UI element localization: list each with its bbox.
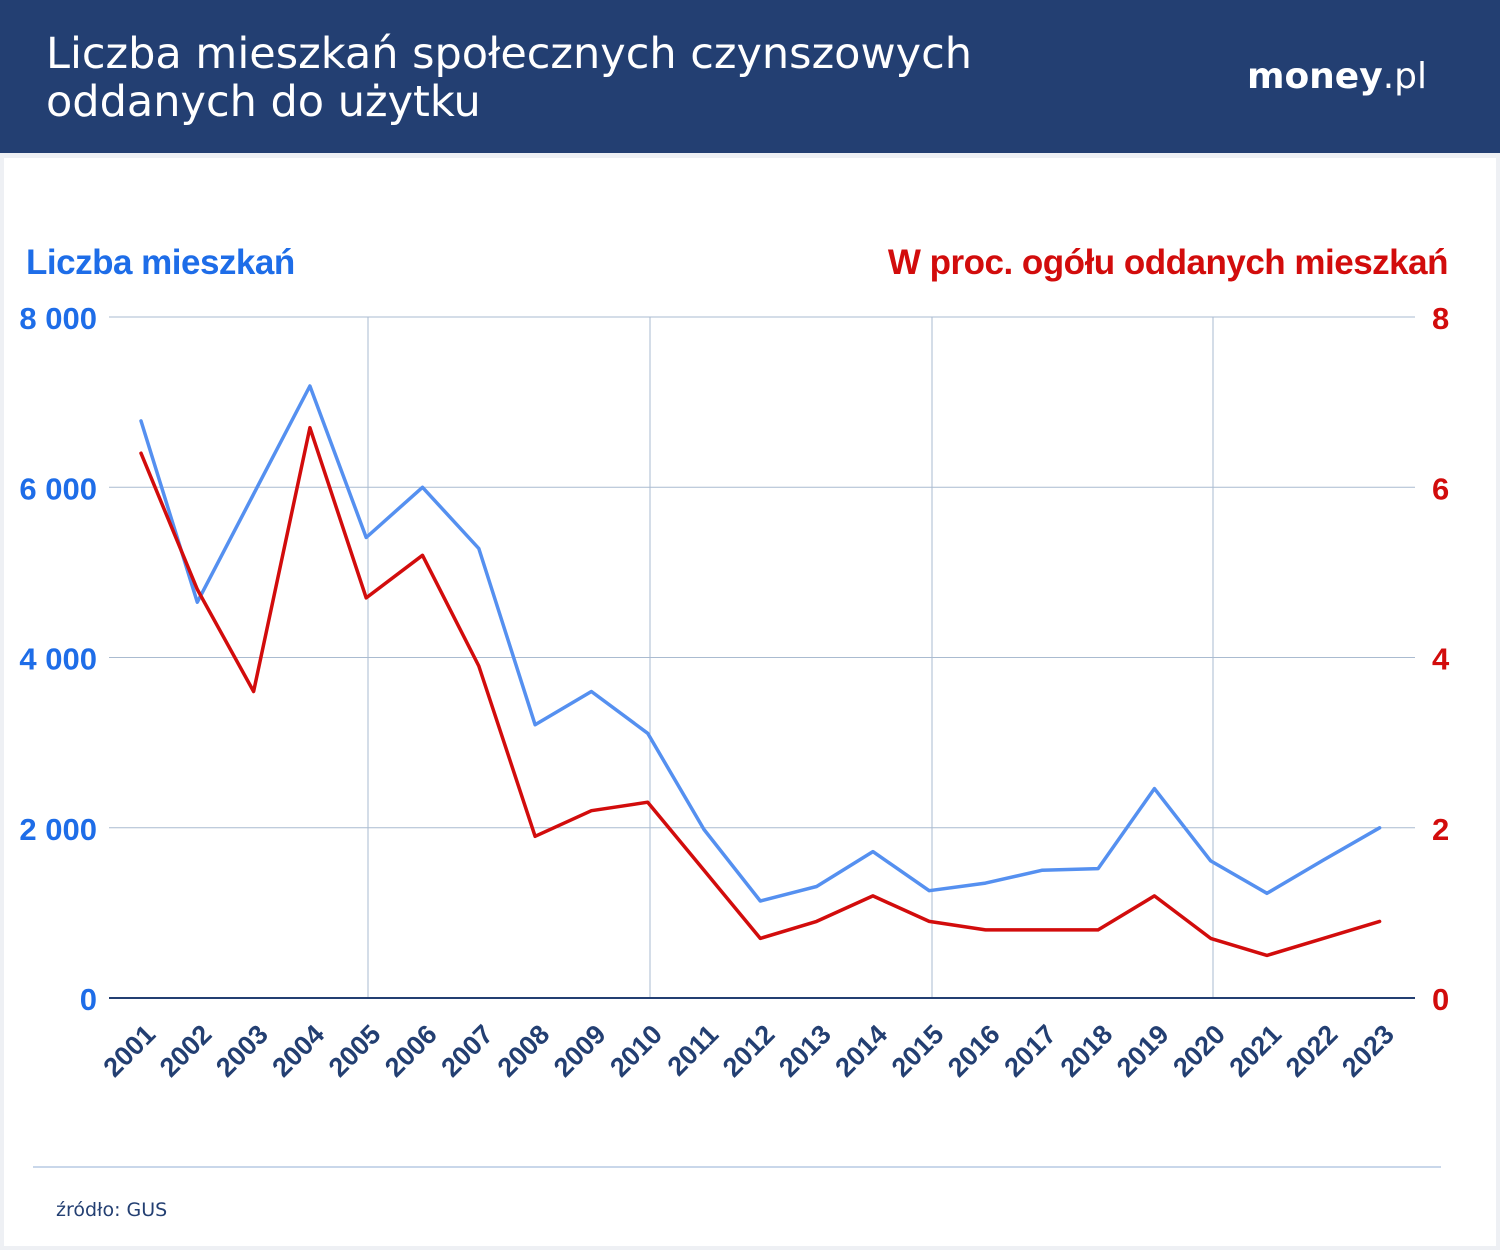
grid-lines [109,316,1415,999]
x-tick-label: 2017 [998,1019,1062,1083]
x-axis-ticks: 2001200220032004200520062007200820092010… [98,1019,1400,1083]
right-tick-label: 0 [1432,982,1449,1017]
header: Liczba mieszkań społecznych czynszowych … [0,0,1500,153]
x-tick-label: 2013 [773,1019,837,1083]
series-line-count [139,384,1382,903]
x-tick-label: 2005 [323,1019,387,1083]
left-tick-label: 2 000 [19,812,97,847]
right-axis-ticks: 0 2 4 6 8 [1432,301,1450,1017]
x-tick-label: 2004 [266,1019,330,1083]
right-axis-title: W proc. ogółu oddanych mieszkań [887,243,1449,282]
left-tick-label: 6 000 [19,471,97,506]
x-tick-label: 2006 [379,1019,443,1083]
chart-card [4,158,1496,1246]
x-tick-label: 2018 [1055,1019,1119,1083]
right-tick-label: 6 [1432,471,1449,506]
x-tick-label: 2016 [942,1019,1006,1083]
x-tick-label: 2021 [1224,1019,1288,1083]
x-tick-label: 2014 [829,1019,893,1083]
right-tick-label: 8 [1432,301,1449,336]
x-tick-label: 2011 [662,1019,725,1082]
source-note: źródło: GUS [56,1199,168,1221]
left-tick-label: 0 [80,982,97,1017]
x-tick-label: 2010 [604,1019,668,1083]
footer-divider [33,1166,1441,1168]
chart-title: Liczba mieszkań społecznych czynszowych … [46,29,972,127]
left-tick-label: 4 000 [19,642,97,677]
series-line-percent [139,425,1382,958]
x-tick-label: 2019 [1111,1019,1175,1083]
left-axis-ticks: 0 2 000 4 000 6 000 8 000 [19,301,97,1017]
brand-logo-light: .pl [1382,56,1427,97]
x-tick-label: 2023 [1336,1019,1400,1083]
x-tick-label: 2008 [492,1019,556,1083]
x-tick-label: 2003 [210,1019,274,1083]
x-tick-label: 2007 [435,1019,499,1083]
x-tick-label: 2001 [98,1019,162,1083]
brand-logo: money.pl [1247,56,1427,97]
left-tick-label: 8 000 [19,301,97,336]
x-tick-label: 2022 [1280,1019,1344,1083]
x-tick-label: 2002 [154,1019,218,1083]
right-tick-label: 2 [1432,812,1449,847]
x-tick-label: 2009 [548,1019,612,1083]
series-lines [139,384,1382,958]
x-tick-label: 2012 [717,1019,781,1083]
x-tick-label: 2015 [886,1019,950,1083]
right-tick-label: 4 [1432,642,1450,677]
left-axis-title: Liczba mieszkań [26,243,295,282]
x-tick-label: 2020 [1167,1019,1231,1083]
brand-logo-bold: money [1246,56,1383,97]
